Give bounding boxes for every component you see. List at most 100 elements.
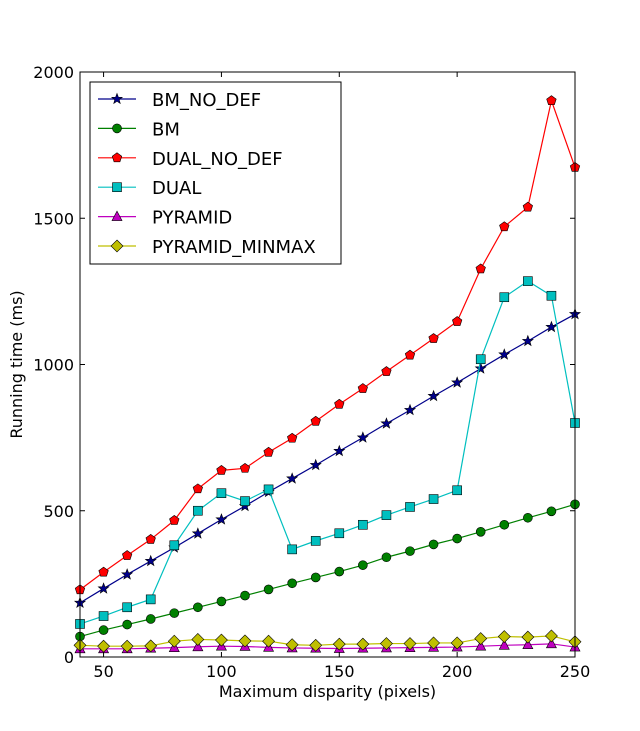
series-line [79, 280, 576, 625]
data-point [499, 292, 510, 303]
data-point [403, 637, 417, 650]
data-point [546, 506, 557, 517]
data-point [499, 519, 510, 530]
x-axis-label: Maximum disparity (pixels) [219, 682, 436, 701]
legend-label: BM [152, 119, 180, 140]
series-layer [73, 95, 582, 654]
data-point [545, 637, 557, 649]
y-tick-label: 1000 [33, 356, 74, 375]
data-point [145, 614, 156, 624]
y-tick-label: 500 [43, 502, 74, 521]
data-point [521, 334, 534, 347]
data-point [523, 276, 533, 286]
x-tick-label: 100 [206, 662, 237, 681]
data-point [145, 594, 156, 605]
data-point [521, 630, 535, 644]
legend-marker [111, 152, 123, 163]
legend-item: PYRAMID [98, 208, 232, 229]
data-point [546, 290, 557, 301]
legend-marker [111, 210, 123, 221]
data-point [287, 544, 297, 555]
data-point [357, 383, 368, 393]
data-point [334, 528, 345, 539]
legend-box [89, 81, 342, 265]
x-tick-label: 150 [324, 662, 355, 681]
data-point [145, 534, 156, 544]
data-point [452, 485, 462, 496]
data-point [193, 505, 203, 516]
y-tick-label: 1500 [33, 209, 74, 228]
data-point [122, 602, 132, 613]
legend-item: DUAL [98, 178, 201, 199]
data-point [475, 354, 486, 365]
data-point [498, 348, 511, 360]
data-point [287, 432, 298, 443]
data-point [97, 582, 110, 594]
data-point [497, 630, 511, 643]
data-point [192, 640, 204, 652]
legend-item: DUAL_NO_DEF [98, 149, 283, 170]
legend-item: BM_NO_DEF [98, 90, 261, 111]
series-line [79, 98, 576, 591]
data-point [287, 578, 297, 589]
series-line [79, 313, 576, 604]
data-point [238, 634, 252, 648]
data-point [240, 496, 250, 506]
legend-marker [110, 92, 124, 105]
data-point [144, 554, 157, 567]
series-line [80, 643, 576, 650]
data-point [120, 639, 134, 653]
legend-item: PYRAMID_MINMAX [98, 237, 316, 258]
data-point [98, 566, 109, 577]
data-point [121, 568, 134, 580]
legend-item: BM [98, 119, 180, 140]
legend-marker [112, 182, 122, 192]
legend-label: DUAL_NO_DEF [152, 149, 283, 170]
data-point [98, 611, 109, 621]
data-point [356, 637, 370, 651]
data-point [498, 639, 510, 650]
data-point [169, 540, 180, 551]
data-point [428, 539, 439, 550]
data-point [122, 550, 133, 560]
data-point [167, 634, 181, 648]
data-point [358, 560, 368, 570]
data-point [334, 398, 345, 409]
data-point [545, 320, 558, 333]
data-point [404, 349, 416, 360]
legend-marker [112, 123, 122, 134]
data-point [169, 608, 180, 618]
data-point [310, 572, 321, 583]
data-point [405, 502, 415, 512]
data-point [356, 431, 369, 443]
data-point [499, 221, 510, 232]
data-point [309, 458, 322, 471]
data-point [334, 566, 345, 577]
data-point [450, 636, 464, 650]
data-point [192, 483, 203, 494]
data-point [215, 633, 228, 647]
data-point [428, 494, 439, 504]
data-point [193, 602, 203, 613]
data-point [380, 417, 393, 429]
data-point [216, 488, 227, 499]
data-point [452, 533, 462, 544]
data-point [216, 596, 227, 607]
data-point [522, 201, 533, 212]
data-point [452, 316, 463, 326]
data-point [262, 634, 275, 648]
y-tick-label: 0 [64, 648, 74, 667]
data-point [286, 472, 299, 484]
x-tick-label: 250 [560, 662, 591, 681]
series-line [79, 635, 576, 647]
data-point [310, 536, 321, 546]
data-point [381, 510, 392, 520]
data-point [144, 639, 158, 653]
data-point [545, 629, 558, 643]
series-dual-no-def [74, 95, 581, 595]
legend-marker [110, 239, 124, 253]
data-point [427, 389, 440, 402]
data-point [475, 527, 486, 537]
data-point [285, 638, 299, 652]
